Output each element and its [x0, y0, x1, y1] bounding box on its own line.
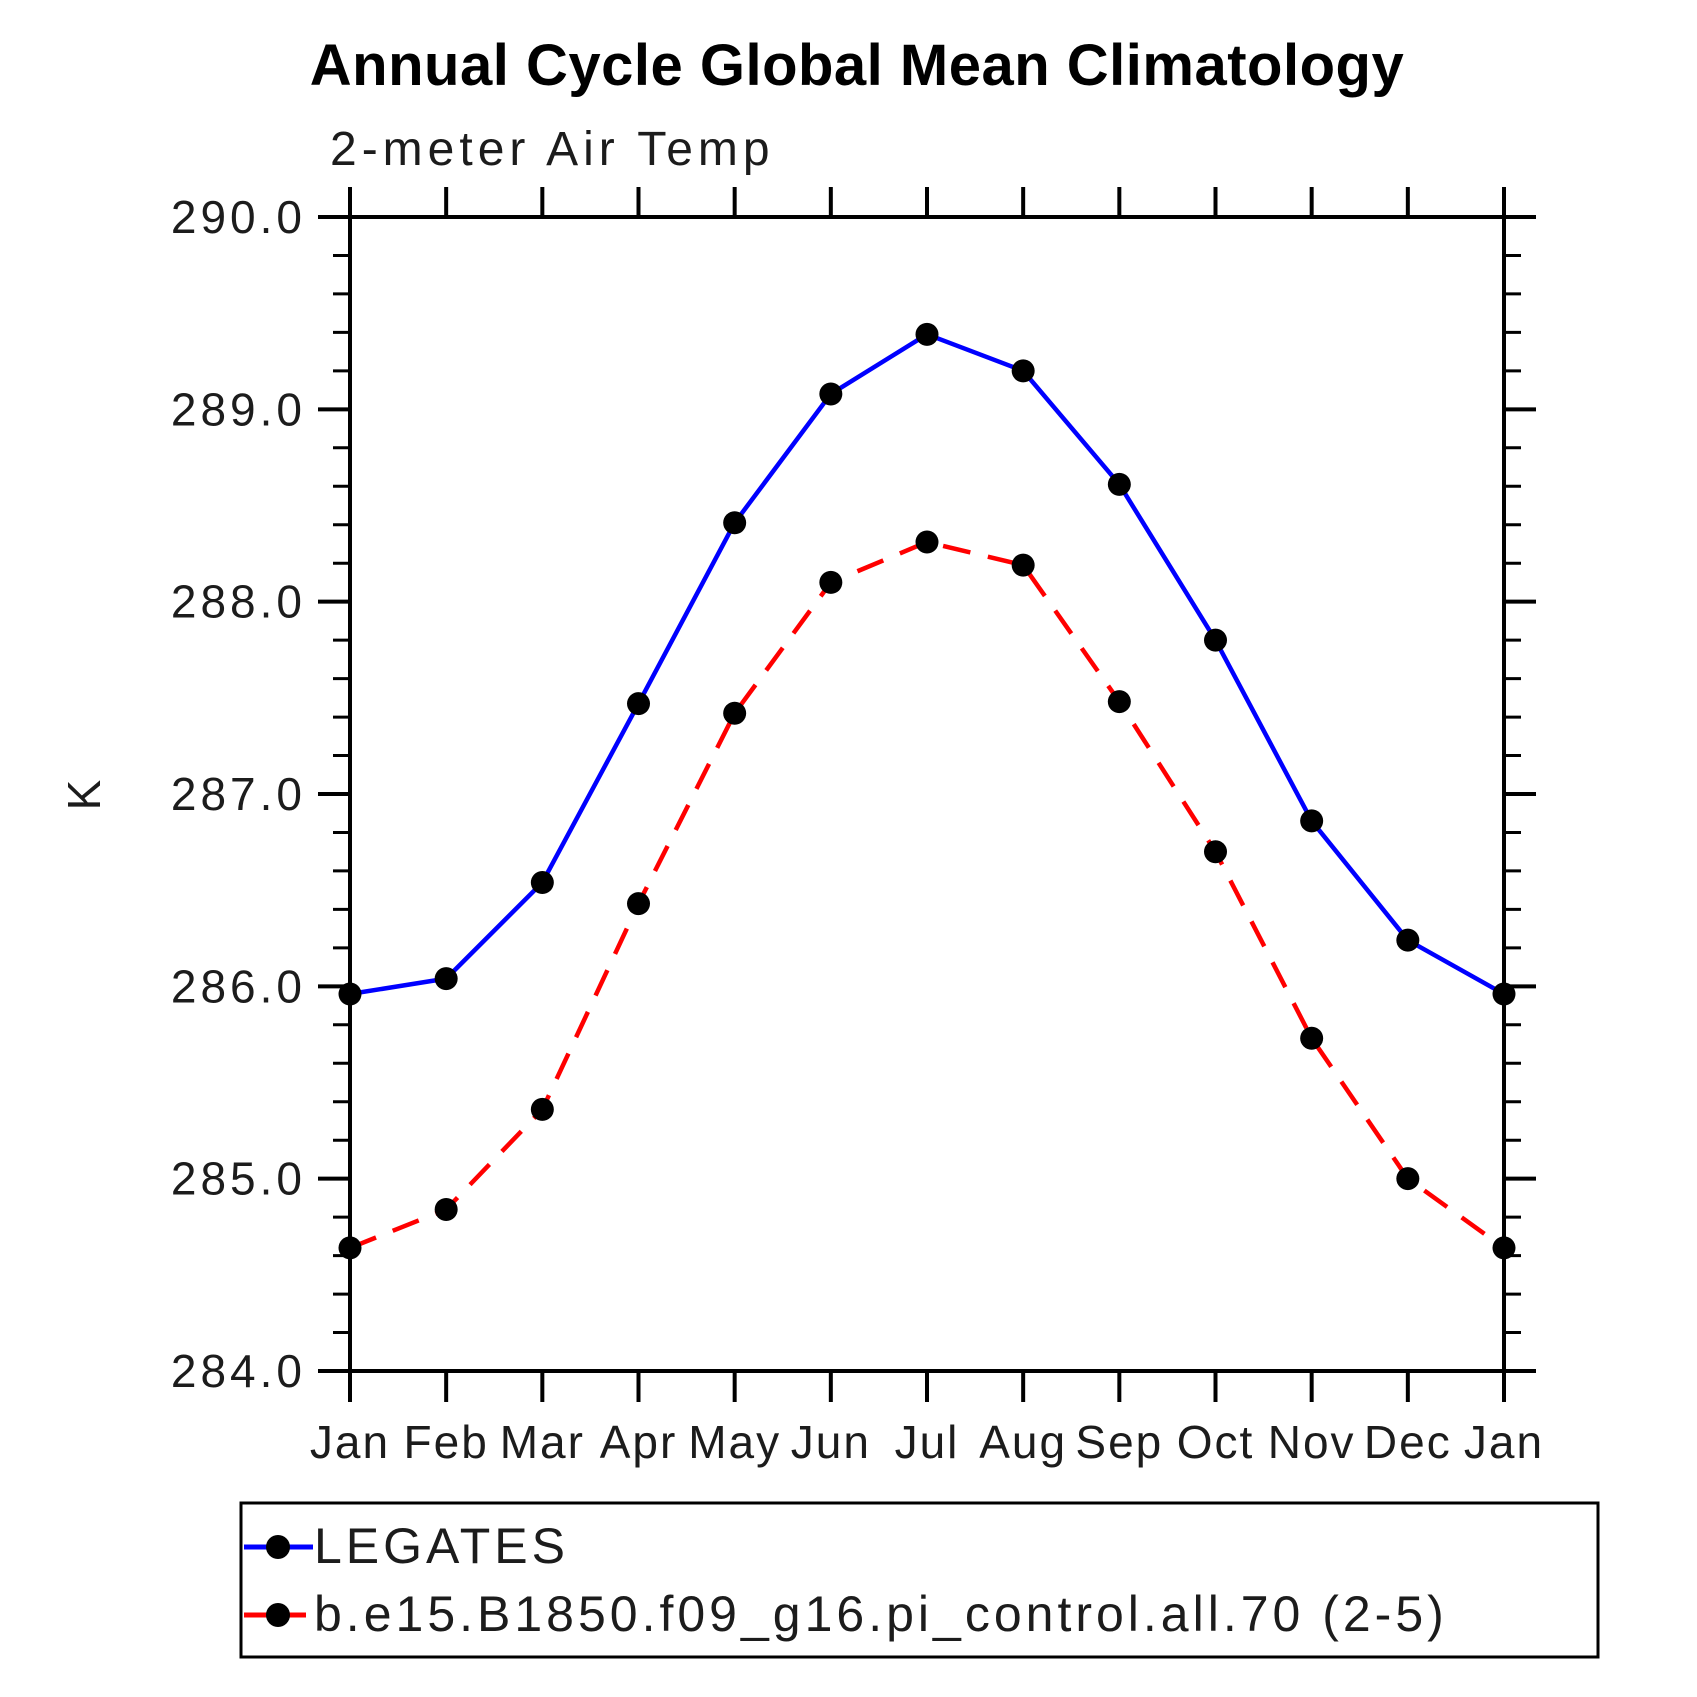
legates-series-line — [349, 332, 1506, 997]
data-point-marker — [1396, 928, 1420, 952]
x-tick-label: Aug — [979, 1416, 1067, 1468]
y-axis-unit-label: K — [58, 778, 110, 811]
data-series — [338, 322, 1516, 1260]
data-point-marker — [915, 530, 939, 554]
x-tick-label: Jan — [310, 1416, 390, 1468]
y-tick-label: 290.0 — [171, 191, 306, 243]
legend-line-samples — [244, 1535, 313, 1627]
data-point-marker — [1204, 628, 1227, 652]
page-title: Annual Cycle Global Mean Climatology — [310, 33, 1404, 98]
y-tick-label: 284.0 — [171, 1345, 306, 1397]
data-point-marker — [530, 870, 554, 894]
data-point-marker — [915, 322, 939, 346]
y-tick-label: 287.0 — [171, 768, 306, 820]
legend: LEGATES b.e15.B1850.f09_g16.pi_control.a… — [239, 1501, 1600, 1659]
x-tick-label: Dec — [1364, 1416, 1452, 1468]
y-tick-label: 288.0 — [171, 576, 306, 628]
data-point-marker — [530, 1097, 554, 1121]
y-tick-label: 286.0 — [171, 960, 306, 1012]
data-point-marker — [723, 511, 747, 535]
data-point-marker — [1300, 809, 1324, 833]
x-tick-label: Jan — [1464, 1416, 1544, 1468]
data-point-marker — [1204, 840, 1227, 864]
y-tick-labels: 290.0 289.0 288.0 287.0 286.0 285.0 284.0 — [171, 191, 306, 1397]
model-series-line — [349, 539, 1506, 1250]
data-point-marker — [819, 570, 843, 594]
data-point-marker — [819, 382, 843, 406]
legend-item-model-label: b.e15.B1850.f09_g16.pi_control.all.70 (2… — [314, 1586, 1448, 1642]
data-point-marker — [1300, 1026, 1324, 1050]
x-tick-label: Jul — [895, 1416, 960, 1468]
x-tick-label: Feb — [404, 1416, 489, 1468]
data-point-marker — [723, 701, 747, 725]
axis-ticks — [318, 187, 1536, 1402]
data-point-marker — [1011, 359, 1035, 383]
y-tick-label: 285.0 — [171, 1153, 306, 1205]
x-tick-label: Nov — [1268, 1416, 1356, 1468]
plot-frame — [348, 215, 1506, 1373]
data-point-marker — [627, 692, 650, 716]
x-tick-label: Jun — [791, 1416, 871, 1468]
plot-subtitle: 2-meter Air Temp — [330, 123, 775, 176]
y-tick-label: 289.0 — [171, 383, 306, 435]
data-point-marker — [1011, 553, 1035, 577]
legend-box — [239, 1501, 1600, 1659]
data-point-marker — [1107, 472, 1131, 496]
legend-item-legates-label: LEGATES — [314, 1518, 569, 1574]
x-tick-labels: Jan Feb Mar Apr May Jun Jul Aug Sep Oct Nov Dec Jan — [310, 1416, 1544, 1468]
x-tick-label: Sep — [1075, 1416, 1163, 1468]
x-tick-label: Mar — [500, 1416, 585, 1468]
data-point-marker — [434, 1197, 458, 1221]
x-tick-label: Oct — [1177, 1416, 1255, 1468]
data-point-marker — [434, 967, 458, 991]
x-tick-label: Apr — [600, 1416, 678, 1468]
data-point-marker — [1396, 1167, 1420, 1191]
legend-sample-marker — [266, 1535, 290, 1559]
legend-sample-marker — [266, 1603, 290, 1627]
x-tick-label: May — [688, 1416, 781, 1468]
data-point-marker — [1107, 690, 1131, 714]
data-point-marker — [627, 892, 650, 916]
